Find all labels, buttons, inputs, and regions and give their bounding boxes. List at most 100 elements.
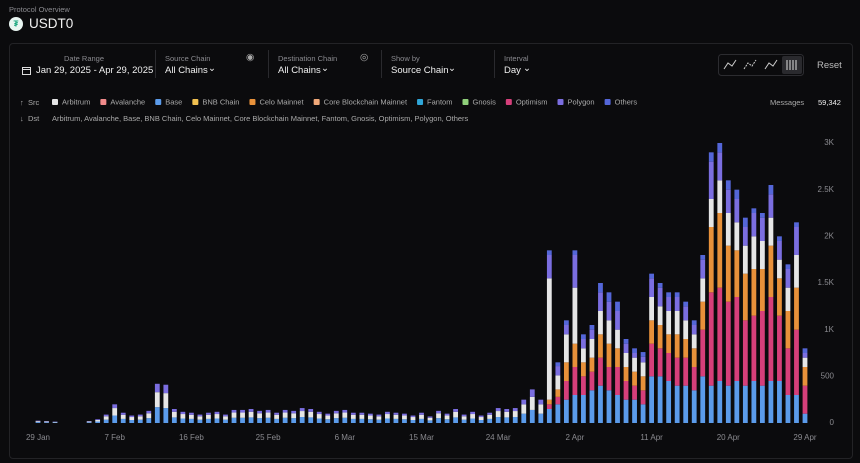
bar-segment bbox=[615, 329, 620, 349]
bar-segment bbox=[35, 422, 41, 423]
bar-segment bbox=[691, 390, 697, 423]
bar-segment bbox=[546, 409, 552, 423]
x-tick-label: 20 Apr bbox=[717, 433, 740, 442]
bar-segment bbox=[495, 417, 501, 423]
x-tick-label: 24 Mar bbox=[486, 433, 511, 442]
bar-segment bbox=[316, 418, 322, 423]
bar-segment bbox=[785, 395, 791, 423]
bar-segment bbox=[521, 399, 527, 405]
bar-segment bbox=[794, 395, 799, 423]
legend-label: Core Blockchain Mainnet bbox=[324, 97, 408, 106]
bar-segment bbox=[291, 418, 297, 423]
chevron[interactable]: ⌄ bbox=[523, 63, 531, 74]
legend-swatch bbox=[604, 99, 611, 105]
bar-segment bbox=[223, 414, 228, 417]
bar-segment bbox=[708, 152, 714, 162]
bar-segment bbox=[487, 412, 493, 415]
bar-segment bbox=[606, 320, 612, 344]
legend-swatch bbox=[249, 99, 256, 105]
bar-segment bbox=[649, 278, 654, 297]
dst-arrow: ↓ bbox=[20, 114, 24, 123]
filter-value[interactable]: Source Chain bbox=[391, 65, 449, 76]
bar-segment bbox=[461, 419, 467, 423]
bar-segment bbox=[197, 419, 203, 423]
bar-segment bbox=[581, 348, 586, 363]
bar-segment bbox=[683, 301, 689, 307]
bar-segment bbox=[708, 227, 714, 293]
eye-off-icon[interactable]: ◎ bbox=[360, 52, 369, 63]
chevron[interactable]: ⌄ bbox=[321, 63, 329, 74]
bar-segment bbox=[751, 236, 757, 269]
bar-segment bbox=[223, 419, 228, 423]
filter-value[interactable]: All Chains bbox=[165, 65, 208, 76]
bar-segment bbox=[666, 334, 672, 353]
bar-segment bbox=[563, 325, 569, 335]
bar-segment bbox=[154, 383, 160, 393]
bar-segment bbox=[478, 420, 484, 423]
bar-segment bbox=[742, 273, 748, 321]
bar-segment bbox=[802, 367, 808, 386]
legend-swatch bbox=[313, 99, 320, 105]
chevron[interactable]: ⌄ bbox=[208, 63, 216, 74]
bar-segment bbox=[146, 413, 152, 419]
bar-segment bbox=[794, 222, 799, 227]
bar-segment bbox=[632, 399, 637, 423]
bar-segment bbox=[717, 213, 723, 288]
bar-segment bbox=[487, 414, 493, 419]
bar-segment bbox=[734, 189, 740, 199]
bar-segment bbox=[759, 217, 765, 241]
bar-segment bbox=[538, 399, 544, 405]
bar-segment bbox=[478, 417, 484, 421]
eye-icon[interactable]: ◉ bbox=[246, 52, 255, 63]
filter-value[interactable]: Jan 29, 2025 - Apr 29, 2025 bbox=[36, 65, 154, 76]
bar-segment bbox=[777, 259, 782, 279]
bar-segment bbox=[444, 413, 450, 416]
bar-segment bbox=[623, 399, 629, 423]
reset-button[interactable]: Reset bbox=[817, 60, 842, 71]
bar-segment bbox=[589, 339, 595, 358]
bar-segment bbox=[171, 417, 177, 423]
bar-segment bbox=[214, 418, 220, 423]
x-tick-label: 29 Jan bbox=[26, 433, 50, 442]
bar-segment bbox=[734, 199, 740, 223]
bar-segment bbox=[129, 415, 135, 418]
filter-value[interactable]: All Chains bbox=[278, 65, 321, 76]
chart-type-toggle[interactable] bbox=[718, 54, 804, 76]
bar-segment bbox=[657, 283, 663, 288]
y-tick-label: 500 bbox=[821, 371, 835, 380]
filter-label: Date Range bbox=[64, 54, 105, 63]
bar-segment bbox=[359, 414, 365, 419]
legend-label: Polygon bbox=[568, 97, 595, 106]
filter-label: Source Chain bbox=[165, 54, 211, 63]
bar-segment bbox=[708, 292, 714, 386]
bar-segment bbox=[734, 250, 740, 297]
bar-segment bbox=[615, 395, 620, 423]
bar-segment bbox=[598, 357, 603, 386]
bar-segment bbox=[725, 213, 731, 246]
bar-segment bbox=[546, 250, 552, 255]
filter-value[interactable]: Day bbox=[504, 65, 521, 76]
bar-segment bbox=[742, 320, 748, 386]
bar-segment bbox=[189, 412, 194, 415]
bar-segment bbox=[282, 412, 288, 418]
bar-segment bbox=[376, 414, 382, 417]
legend-label: Avalanche bbox=[110, 97, 145, 106]
bar-segment bbox=[606, 343, 612, 367]
bar-segment bbox=[299, 408, 305, 412]
bar-segment bbox=[581, 376, 586, 395]
bar-segment bbox=[777, 241, 782, 260]
bar-segment bbox=[683, 385, 689, 423]
bar-segment bbox=[265, 417, 271, 423]
legend-label: Optimism bbox=[516, 97, 548, 106]
x-tick-label: 7 Feb bbox=[104, 433, 125, 442]
bar-segment bbox=[495, 408, 501, 412]
bar-segment bbox=[393, 412, 399, 415]
bar-segment bbox=[649, 297, 654, 321]
bar-segment bbox=[777, 278, 782, 316]
legend-swatch bbox=[417, 99, 424, 105]
bar-segment bbox=[555, 389, 561, 397]
bar-segment bbox=[717, 287, 723, 381]
bar-segment bbox=[350, 412, 356, 415]
chevron[interactable]: ⌄ bbox=[448, 63, 456, 74]
bar-segment bbox=[95, 419, 101, 421]
